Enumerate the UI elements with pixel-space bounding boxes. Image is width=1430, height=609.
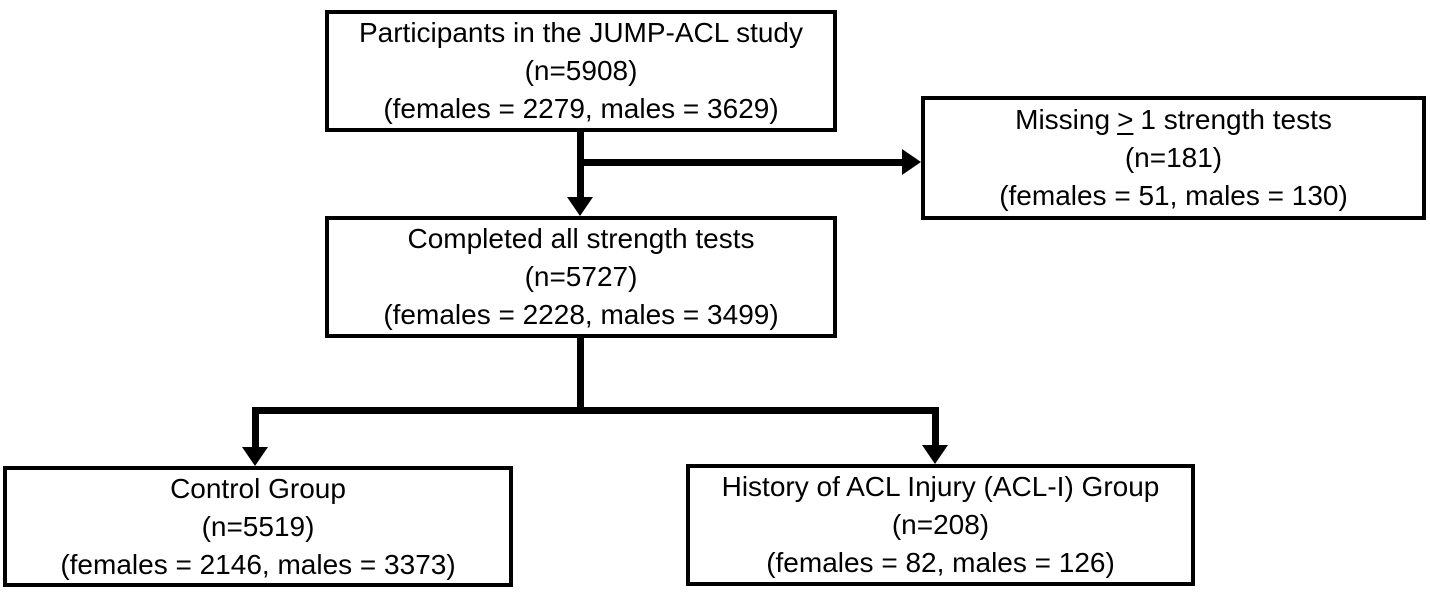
box-title: Participants in the JUMP-ACL study xyxy=(358,17,804,48)
arrowhead-down-completed xyxy=(567,197,593,216)
box-control-group: Control Group (n=5519) (females = 2146, … xyxy=(3,466,513,587)
connector-split-bar xyxy=(252,407,939,414)
box-sex-breakdown: (females = 2146, males = 3373) xyxy=(60,548,456,580)
box-n-count: (n=5908) xyxy=(524,55,638,86)
box-participants: Participants in the JUMP-ACL study (n=59… xyxy=(325,10,837,132)
box-title: Missing >1 strength tests xyxy=(1015,101,1332,139)
arrowhead-down-control xyxy=(242,447,268,466)
box-title: Control Group xyxy=(170,472,346,504)
box-sex-breakdown: (females = 82, males = 126) xyxy=(766,547,1115,578)
arrowhead-right-missing xyxy=(902,149,921,175)
connector-branch-to-missing xyxy=(580,159,902,166)
box-n-count: (n=208) xyxy=(891,509,990,540)
box-title: History of ACL Injury (ACL-I) Group xyxy=(721,471,1160,502)
box-sex-breakdown: (females = 2279, males = 3629) xyxy=(383,93,779,124)
connector-split-to-acl xyxy=(932,407,939,445)
box-title-prefix: Missing xyxy=(1015,104,1111,135)
box-missing-strength-tests: Missing >1 strength tests (n=181) (female… xyxy=(921,96,1426,220)
box-acl-injury-group: History of ACL Injury (ACL-I) Group (n=2… xyxy=(686,464,1195,586)
box-sex-breakdown: (females = 2228, males = 3499) xyxy=(383,299,779,330)
connector-split-to-control xyxy=(252,407,259,447)
box-n-count: (n=5727) xyxy=(524,261,638,292)
box-title-suffix: 1 strength tests xyxy=(1140,104,1332,135)
box-completed-strength-tests: Completed all strength tests (n=5727) (f… xyxy=(325,216,837,338)
arrowhead-down-acl xyxy=(922,445,948,464)
box-n-count: (n=181) xyxy=(1124,142,1223,173)
box-n-count: (n=5519) xyxy=(201,510,315,542)
greater-equal-symbol: > xyxy=(1117,104,1134,135)
box-sex-breakdown: (females = 51, males = 130) xyxy=(999,180,1348,211)
connector-completed-to-split xyxy=(577,338,584,410)
box-title: Completed all strength tests xyxy=(407,223,755,254)
